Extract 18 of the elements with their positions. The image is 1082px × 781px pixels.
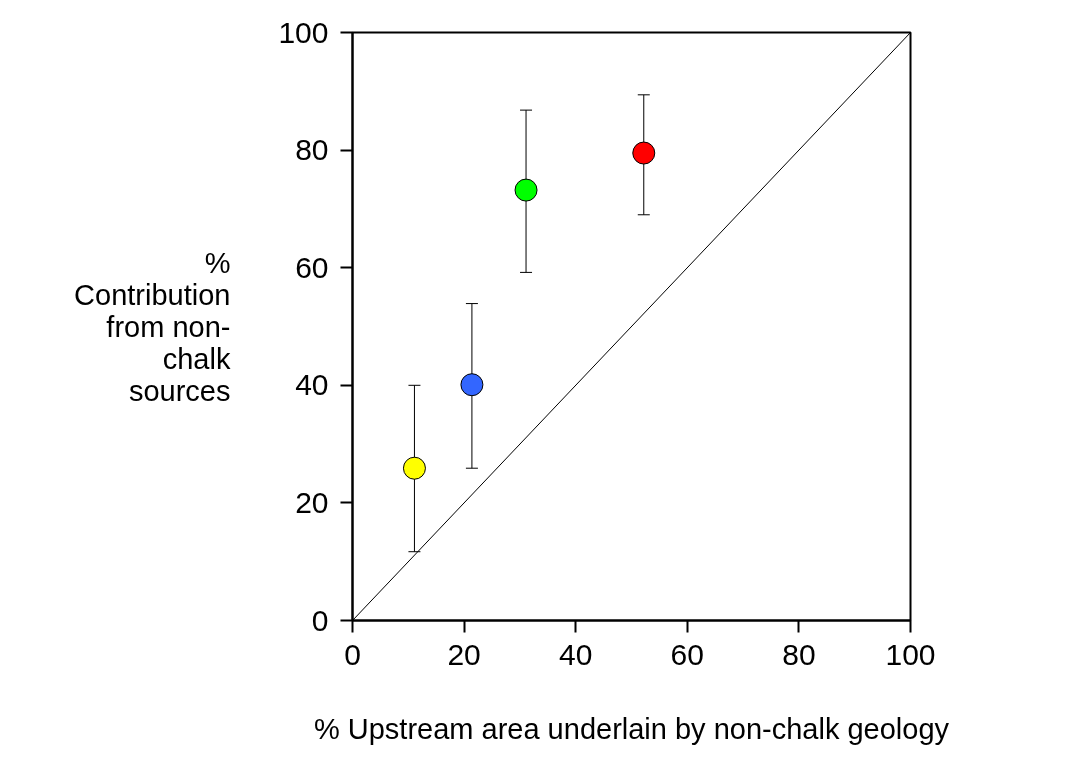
x-tick-label: 20	[447, 637, 481, 671]
y-axis-title: % Contribution from non- chalk sources	[74, 246, 231, 407]
point	[632, 141, 656, 165]
point	[402, 456, 426, 480]
y-tick-label: 0	[311, 603, 329, 637]
point	[514, 178, 538, 202]
x-tick-label: 100	[885, 637, 936, 671]
point	[460, 373, 484, 397]
x-tick-label: 0	[344, 637, 361, 671]
y-tick-label: 20	[295, 485, 329, 519]
y-tick-label: 100	[278, 15, 329, 49]
x-tick-label: 40	[559, 637, 593, 671]
y-tick-label: 60	[295, 250, 329, 284]
y-tick-label: 80	[295, 133, 329, 167]
x-tick-label: 60	[670, 637, 704, 671]
x-tick-label: 80	[782, 637, 816, 671]
y-tick-label: 40	[295, 368, 329, 402]
x-axis-title: % Upstream area underlain by non-chalk geology	[313, 712, 950, 745]
